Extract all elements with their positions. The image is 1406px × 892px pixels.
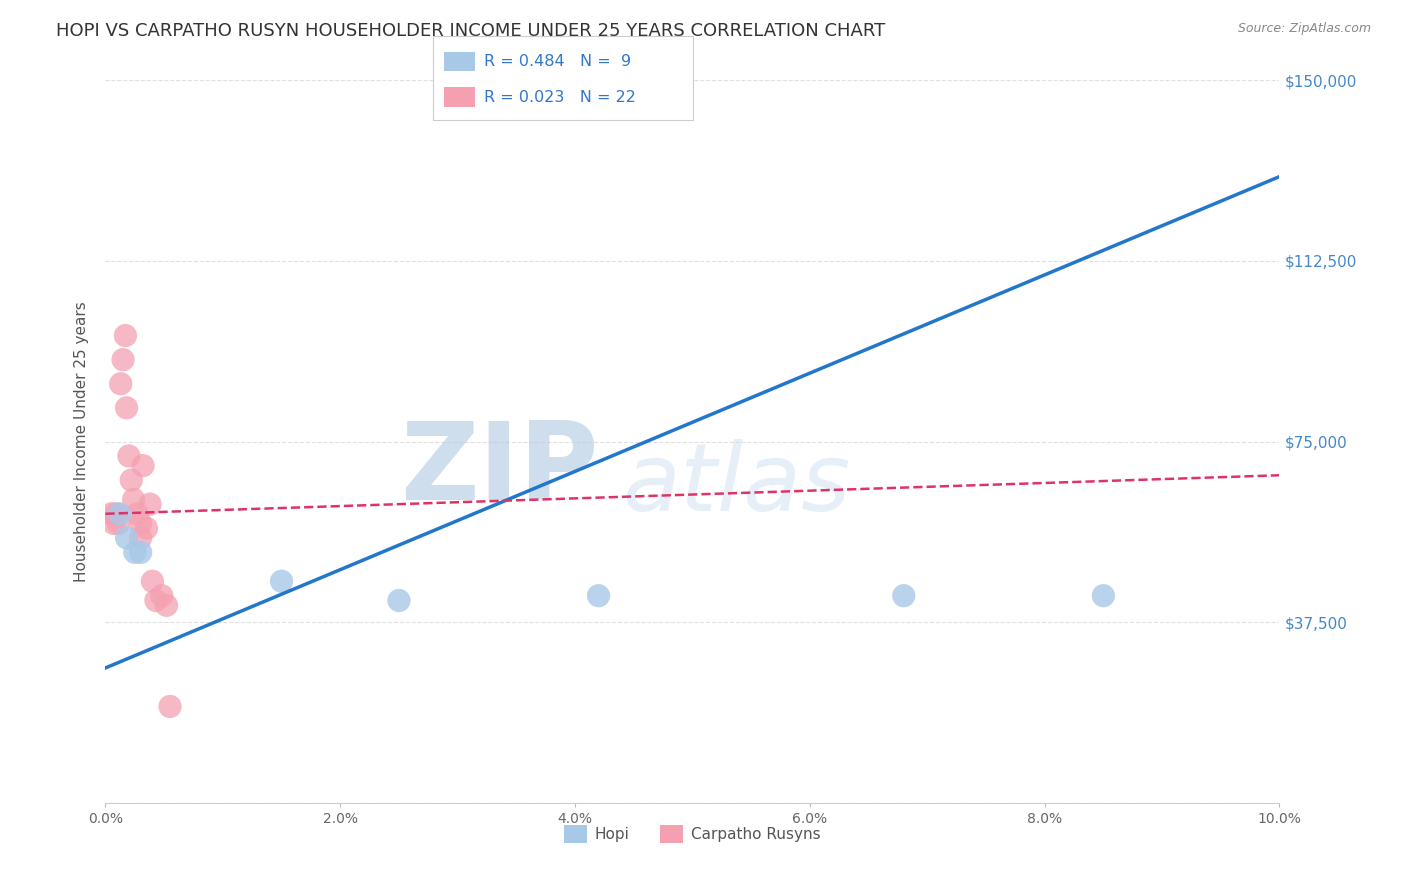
Point xyxy=(114,328,136,343)
Point xyxy=(139,497,162,511)
Text: HOPI VS CARPATHO RUSYN HOUSEHOLDER INCOME UNDER 25 YEARS CORRELATION CHART: HOPI VS CARPATHO RUSYN HOUSEHOLDER INCOM… xyxy=(56,22,886,40)
Point xyxy=(107,516,129,531)
Point xyxy=(127,507,149,521)
Text: R = 0.484   N =  9: R = 0.484 N = 9 xyxy=(484,54,631,69)
Point xyxy=(588,589,610,603)
Point xyxy=(159,699,181,714)
Point xyxy=(108,507,131,521)
Point xyxy=(145,593,167,607)
Point xyxy=(122,492,145,507)
Point xyxy=(135,521,157,535)
Text: Source: ZipAtlas.com: Source: ZipAtlas.com xyxy=(1237,22,1371,36)
Point xyxy=(120,473,142,487)
Point xyxy=(115,531,138,545)
Point xyxy=(141,574,163,589)
Point xyxy=(388,593,411,607)
Point xyxy=(129,516,152,531)
Text: ZIP: ZIP xyxy=(401,417,599,524)
Text: R = 0.023   N = 22: R = 0.023 N = 22 xyxy=(484,90,636,104)
Point xyxy=(129,545,152,559)
Point xyxy=(103,516,125,531)
Point xyxy=(112,352,135,367)
Text: atlas: atlas xyxy=(621,440,851,531)
Point xyxy=(1092,589,1115,603)
Point xyxy=(100,507,122,521)
Point xyxy=(129,531,152,545)
Point xyxy=(118,449,141,463)
Point xyxy=(110,376,132,391)
Point xyxy=(155,599,177,613)
Point xyxy=(893,589,915,603)
Point xyxy=(150,589,173,603)
Y-axis label: Householder Income Under 25 years: Householder Income Under 25 years xyxy=(75,301,90,582)
Point xyxy=(132,458,155,473)
Legend: Hopi, Carpatho Rusyns: Hopi, Carpatho Rusyns xyxy=(558,819,827,849)
Point xyxy=(124,545,146,559)
Point xyxy=(270,574,292,589)
Point xyxy=(115,401,138,415)
Point xyxy=(105,507,128,521)
